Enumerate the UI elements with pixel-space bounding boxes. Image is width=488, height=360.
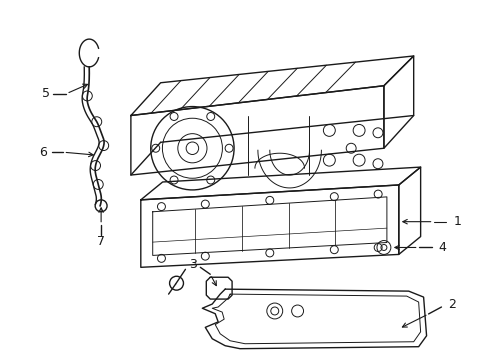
Text: 1: 1: [452, 215, 460, 228]
Text: 4: 4: [438, 241, 446, 254]
Text: 6: 6: [40, 146, 47, 159]
Text: 2: 2: [447, 297, 455, 311]
Text: 3: 3: [189, 258, 197, 271]
Text: 7: 7: [97, 235, 105, 248]
Text: 5: 5: [41, 87, 49, 100]
